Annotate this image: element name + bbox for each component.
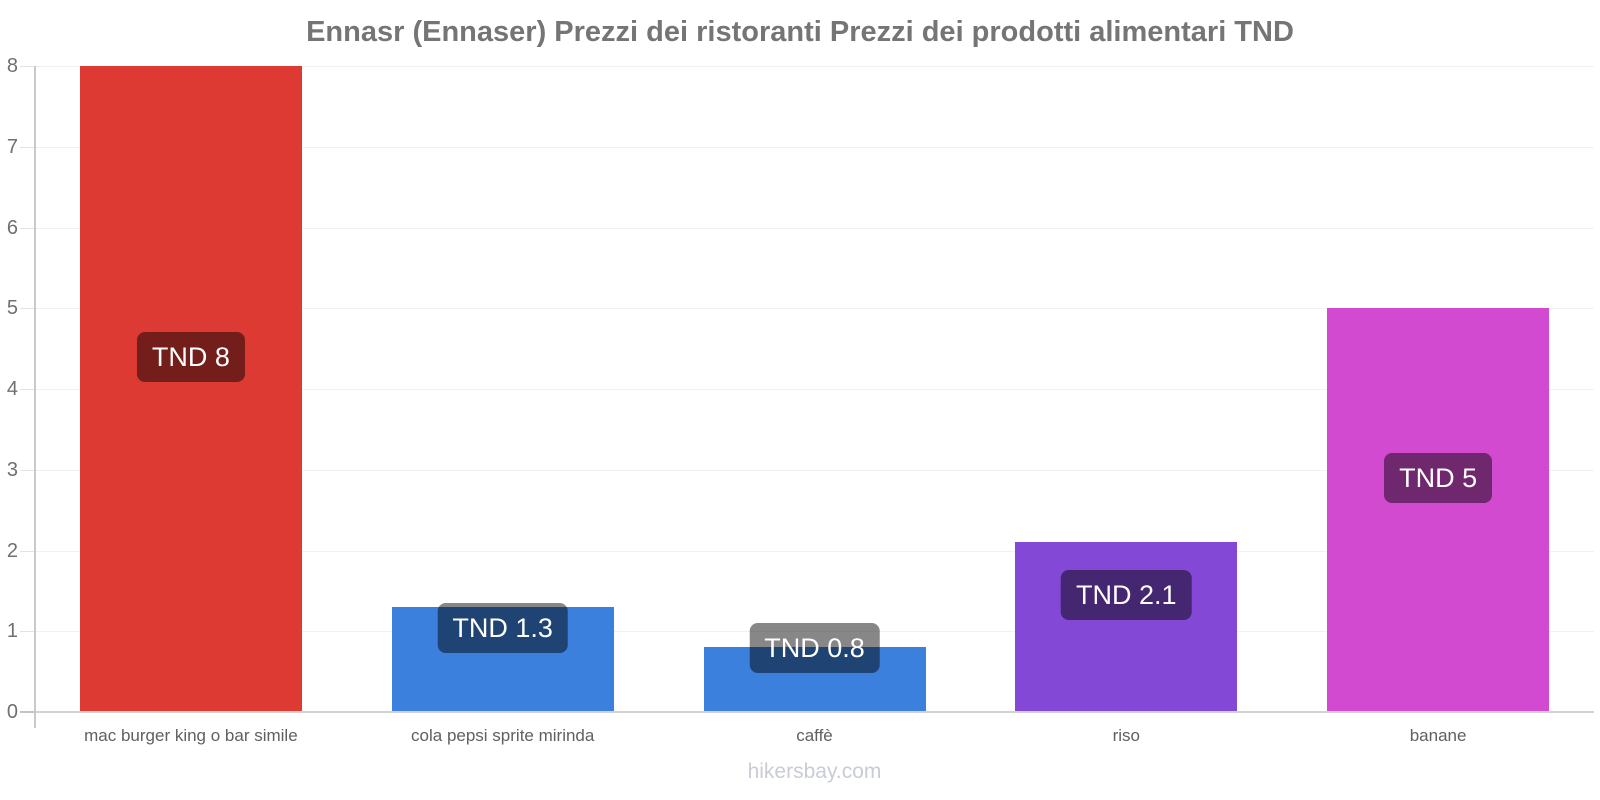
y-tick-label: 8 [6, 55, 18, 77]
x-axis-line [35, 711, 1594, 713]
bar[interactable] [79, 66, 302, 712]
gridline [35, 631, 1594, 633]
y-tick-label: 0 [6, 701, 18, 723]
bar-value-badge: TND 0.8 [749, 622, 880, 673]
x-category-label: riso [1112, 726, 1140, 745]
y-axis-line [34, 66, 36, 728]
y-tick-label: 5 [6, 297, 18, 320]
y-tick-label: 2 [6, 539, 18, 562]
y-tick [20, 389, 35, 390]
bar[interactable] [703, 647, 926, 712]
y-tick-label: 1 [6, 620, 18, 643]
y-tick [20, 146, 35, 148]
footer-watermark: hikersbay.com [747, 760, 882, 783]
y-tick-label: 3 [6, 458, 18, 481]
bar[interactable] [1015, 542, 1238, 712]
bar-value-badge: TND 1.3 [437, 602, 568, 653]
y-tick [20, 66, 35, 67]
y-tick [20, 469, 35, 471]
bar[interactable] [391, 607, 614, 712]
y-tick-label: 7 [6, 135, 18, 158]
plot-area: 0 1 2 3 4 5 6 7 8 TND 8 mac burger king o bar simi… [6, 55, 1594, 745]
gridline [35, 308, 1594, 310]
y-tick [20, 631, 35, 633]
bar[interactable] [1327, 308, 1550, 712]
gridline [35, 550, 1594, 552]
gridline [35, 66, 1594, 67]
y-tick [20, 550, 35, 552]
gridline [35, 389, 1594, 390]
bar-value-badge: TND 5 [1384, 453, 1493, 504]
y-tick [20, 711, 35, 713]
gridline [35, 469, 1594, 471]
x-category-label: mac burger king o bar simile [84, 726, 298, 745]
y-tick [20, 308, 35, 310]
x-category-label: banane [1409, 726, 1467, 745]
x-category-label: caffè [796, 726, 833, 745]
y-tick-label: 4 [6, 378, 18, 400]
gridline [35, 227, 1594, 229]
gridline [35, 146, 1594, 148]
y-tick [20, 227, 35, 229]
x-category-label: cola pepsi sprite mirinda [411, 726, 595, 745]
y-tick-label: 6 [6, 216, 18, 239]
bar-value-badge: TND 2.1 [1061, 570, 1192, 621]
chart-title: Ennasr (Ennaser) Prezzi dei ristoranti P… [306, 16, 1294, 48]
bar-value-badge: TND 8 [136, 332, 245, 382]
